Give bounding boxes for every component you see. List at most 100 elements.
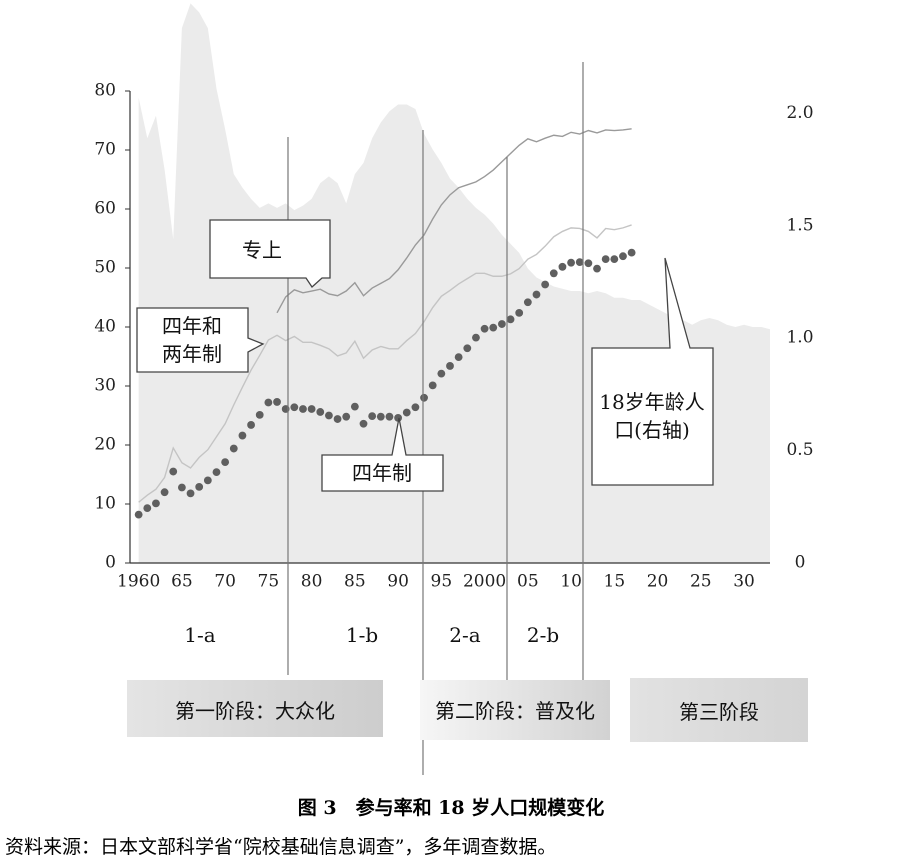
series-dot	[402, 408, 411, 417]
stage-label: 第三阶段	[679, 699, 759, 724]
series-dot	[541, 280, 550, 289]
stage-band	[127, 680, 383, 737]
series-dot	[463, 344, 472, 353]
series-dot	[264, 398, 273, 407]
y2-tick-label: 0.5	[786, 440, 813, 460]
series-label: 四年制	[352, 461, 412, 485]
x-tick-label: 2000	[463, 572, 506, 592]
callout-box	[591, 257, 714, 486]
stage-label: 第一阶段：大众化	[175, 698, 335, 723]
x-tick-label: 30	[733, 572, 755, 592]
x-tick-label: 10	[560, 572, 582, 592]
series-dot	[567, 258, 575, 267]
chart-title: 图 3 参与率和 18 岁人口规模变化	[297, 797, 605, 819]
series-dot	[238, 431, 247, 440]
period-label: 1-b	[345, 623, 379, 647]
y-tick-label: 0	[105, 553, 116, 573]
series-dot	[307, 405, 316, 413]
series-dot	[229, 444, 238, 453]
stage-band	[420, 680, 610, 740]
series-dot	[134, 510, 143, 519]
series-dot	[411, 403, 420, 412]
series-dot	[610, 255, 619, 264]
series-dot	[506, 315, 515, 324]
callout-box	[209, 219, 331, 288]
series-line	[276, 128, 632, 314]
y2-tick-label: 1.0	[786, 328, 813, 348]
series-dot	[454, 353, 463, 361]
series-line	[138, 224, 632, 503]
y-tick-label: 60	[94, 199, 116, 219]
series-dot	[472, 333, 480, 342]
series-dot	[385, 412, 394, 421]
series-dot	[420, 393, 428, 402]
period-label: 2-b	[526, 623, 560, 647]
x-tick-label: 75	[258, 572, 280, 592]
x-tick-label: 20	[647, 572, 669, 592]
y-tick-label: 20	[94, 435, 116, 455]
series-dot	[169, 467, 178, 476]
series-dot	[480, 324, 489, 333]
series-dot	[497, 320, 506, 328]
series-dot	[212, 468, 221, 477]
series-dot	[273, 398, 281, 406]
series-dot	[177, 483, 186, 492]
series-dot	[359, 419, 368, 428]
series-dot	[247, 421, 255, 429]
y2-tick-label: 1.5	[786, 215, 813, 235]
x-tick-label: 05	[517, 572, 539, 592]
period-label: 2-a	[449, 623, 481, 647]
series-dot	[290, 403, 299, 412]
y-tick-label: 50	[94, 258, 116, 278]
series-dot	[549, 269, 558, 278]
source-note: 资料来源：日本文部科学省“院校基础信息调查”，多年调查数据。	[5, 836, 557, 858]
x-tick-label: 65	[171, 572, 193, 592]
series-dot	[325, 411, 333, 420]
series-dot	[299, 405, 307, 413]
series-dot	[532, 290, 541, 299]
x-tick-label: 95	[431, 572, 453, 592]
series-dot	[143, 504, 152, 513]
series-dot	[333, 415, 342, 423]
series-dot	[558, 262, 567, 271]
x-tick-label: 70	[214, 572, 236, 592]
callout-box	[136, 307, 265, 373]
series-dot	[376, 412, 385, 421]
y2-tick-label: 2.0	[786, 103, 813, 123]
x-tick-label: 1960	[117, 572, 160, 592]
series-dot	[316, 408, 325, 416]
series-label: 四年和两年制	[162, 314, 222, 366]
x-tick-label: 80	[301, 572, 323, 592]
y-tick-label: 80	[94, 81, 116, 101]
stage-label: 第二阶段：普及化	[435, 698, 595, 723]
x-tick-label: 85	[344, 572, 366, 592]
y-tick-label: 40	[94, 317, 116, 337]
series-dot	[515, 308, 524, 317]
period-label: 1-a	[184, 623, 216, 647]
series-dot	[394, 413, 403, 422]
y-tick-label: 30	[94, 376, 116, 396]
series-dot	[593, 264, 601, 273]
series-dot	[575, 258, 584, 266]
series-dot	[186, 489, 195, 498]
series-dot	[446, 362, 454, 370]
y-tick-label: 70	[94, 140, 116, 160]
series-dot	[368, 412, 377, 420]
series-dot	[160, 488, 169, 497]
series-dot	[342, 412, 351, 421]
series-dot	[195, 482, 204, 491]
series-dot	[523, 298, 532, 307]
x-tick-label: 15	[604, 572, 626, 592]
series-label: 18岁年龄人口(右轴)	[599, 390, 705, 442]
x-tick-label: 25	[690, 572, 712, 592]
series-dot	[221, 458, 230, 467]
series-dot	[584, 259, 593, 268]
callout-box	[321, 417, 444, 492]
y-tick-label: 10	[94, 494, 116, 514]
series-dot	[437, 369, 446, 378]
chart: 0 10 20 30 40 50 60 70 80 0 0.5 1.0 1.5 2.0 1960 65 70 75…	[94, 3, 814, 775]
y2-tick-label: 0	[795, 553, 806, 573]
series-dot	[601, 255, 610, 264]
x-tick-label: 90	[387, 572, 409, 592]
